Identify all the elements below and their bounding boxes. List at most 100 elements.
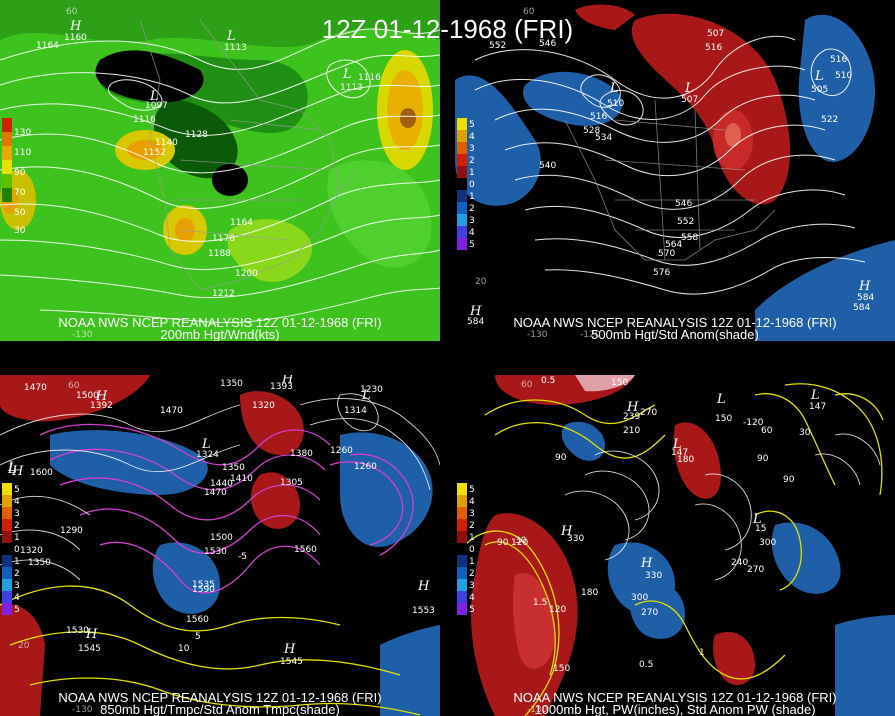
contour-label: 1230 bbox=[360, 385, 383, 395]
center-value: 1392 bbox=[90, 401, 113, 411]
panel-caption: NOAA NWS NCEP REANALYSIS 12Z 01-12-1968 … bbox=[58, 315, 382, 330]
center-value: 584 bbox=[467, 317, 484, 327]
legend-label: 4 bbox=[469, 497, 475, 507]
lon-label: -120 bbox=[580, 330, 601, 340]
contour-label: 1380 bbox=[290, 449, 313, 459]
lat-label: 20 bbox=[475, 277, 487, 287]
legend-label: 4 bbox=[469, 593, 475, 603]
contour-label: 558 bbox=[681, 233, 698, 243]
contour-label: 1116 bbox=[358, 73, 381, 83]
contour-label: 1350 bbox=[220, 379, 243, 389]
lat-label: 20 bbox=[18, 641, 30, 651]
contour-label: 584 bbox=[857, 293, 874, 303]
contour-label: 522 bbox=[821, 115, 838, 125]
low-center: L bbox=[149, 89, 159, 104]
contour-label: 516 bbox=[705, 43, 722, 53]
center-value: 330 bbox=[567, 534, 584, 544]
legend-label: 3 bbox=[469, 216, 475, 226]
center-value: 239 bbox=[623, 412, 640, 422]
low-center: L bbox=[814, 69, 824, 84]
contour-label: 1320 bbox=[20, 546, 43, 556]
panel-200mb: 130 110 90 70 50 30 1164 1116 1116 1128 … bbox=[0, 0, 440, 341]
contour-label: 1320 bbox=[252, 401, 275, 411]
contour-label: 1260 bbox=[330, 446, 353, 456]
legend-label: 30 bbox=[14, 226, 26, 236]
legend-label: 4 bbox=[14, 593, 20, 603]
contour-label: 1164 bbox=[230, 218, 253, 228]
contour-label: 1290 bbox=[60, 526, 83, 536]
contour-label: 1188 bbox=[208, 249, 231, 259]
contour-label: 60 bbox=[761, 426, 773, 436]
contour-label: 210 bbox=[623, 426, 640, 436]
legend-label: 0 bbox=[469, 180, 475, 190]
map-850mb bbox=[0, 375, 440, 716]
legend-label: 2 bbox=[469, 569, 475, 579]
center-value: 330 bbox=[645, 571, 662, 581]
high-center: H bbox=[640, 556, 653, 571]
center-value: 1113 bbox=[224, 43, 247, 53]
high-center: H bbox=[417, 579, 430, 594]
lat-label: 60 bbox=[68, 381, 80, 391]
panel-caption: NOAA NWS NCEP REANALYSIS 12Z 01-12-1968 … bbox=[513, 315, 837, 330]
contour-label: 1530 bbox=[204, 547, 227, 557]
low-center: L bbox=[672, 437, 682, 452]
lat-label: 60 bbox=[521, 380, 533, 390]
legend-label: 3 bbox=[14, 581, 20, 591]
contour-label: 1140 bbox=[155, 138, 178, 148]
high-center: H bbox=[69, 19, 82, 34]
lat-label: 60 bbox=[66, 7, 78, 17]
contour-label: 300 bbox=[631, 593, 648, 603]
temp-label: 10 bbox=[178, 644, 190, 654]
contour-label: 564 bbox=[665, 240, 682, 250]
contour-label: 1560 bbox=[186, 615, 209, 625]
center-value: 1393 bbox=[270, 382, 293, 392]
contour-label: 546 bbox=[539, 39, 556, 49]
contour-label: 528 bbox=[583, 126, 600, 136]
panel-subcaption: 850mb Hgt/Tmpc/Std Anom Tmpc(shade) bbox=[100, 702, 340, 716]
center-value: 1545 bbox=[78, 644, 101, 654]
legend-label: 5 bbox=[469, 605, 475, 615]
center-value: 1553 bbox=[412, 606, 435, 616]
legend-label: 5 bbox=[469, 120, 475, 130]
center-value: 1097 bbox=[145, 101, 168, 111]
high-center: H bbox=[858, 279, 871, 294]
contour-label: 1500 bbox=[76, 391, 99, 401]
legend-200mb: 130 110 90 70 50 30 bbox=[2, 118, 31, 236]
map-200mb bbox=[0, 0, 440, 341]
center-value: 1314 bbox=[344, 406, 367, 416]
high-center: H bbox=[283, 642, 296, 657]
labels-200mb: 1164 1116 1116 1128 1140 1152 1164 1176 … bbox=[36, 7, 381, 340]
labels-850mb: 1470 1500 1350 1470 1350 1320 1230 1260 … bbox=[7, 375, 435, 715]
low-center: L bbox=[226, 29, 236, 44]
center-value: -120 bbox=[743, 418, 764, 428]
contour-label: 1176 bbox=[212, 234, 235, 244]
high-center: H bbox=[85, 627, 98, 642]
legend-label: 1 bbox=[469, 533, 475, 543]
panel-caption: NOAA NWS NCEP REANALYSIS 12Z 01-12-1968 … bbox=[513, 690, 837, 705]
page-title: 12Z 01-12-1968 (FRI) bbox=[321, 14, 574, 44]
high-center: H bbox=[281, 375, 294, 387]
legend-label: 90 bbox=[14, 168, 26, 178]
center-value: 507 bbox=[707, 29, 724, 39]
center-value: 1305 bbox=[280, 478, 303, 488]
legend-label: 3 bbox=[469, 581, 475, 591]
center-value: 1600 bbox=[30, 468, 53, 478]
pw-label: 1 bbox=[699, 648, 705, 658]
high-center: H bbox=[626, 400, 639, 415]
center-value: 1535 bbox=[192, 580, 215, 590]
pw-label: 0.5 bbox=[639, 660, 653, 670]
legend-label: 0 bbox=[469, 545, 475, 555]
contour-label: 1590 bbox=[192, 585, 215, 595]
legend-label: 3 bbox=[469, 144, 475, 154]
contour-label: 552 bbox=[489, 41, 506, 51]
legend-label: 2 bbox=[14, 569, 20, 579]
contour-label: 30 bbox=[515, 536, 527, 546]
low-center: L bbox=[7, 460, 17, 475]
legend-label: 4 bbox=[469, 132, 475, 142]
contour-label: 180 bbox=[677, 455, 694, 465]
high-center: H bbox=[11, 464, 24, 479]
contour-label: 1530 bbox=[66, 626, 89, 636]
legend-label: 1 bbox=[14, 533, 20, 543]
low-center: L bbox=[342, 67, 352, 82]
contour-label: 1128 bbox=[185, 130, 208, 140]
